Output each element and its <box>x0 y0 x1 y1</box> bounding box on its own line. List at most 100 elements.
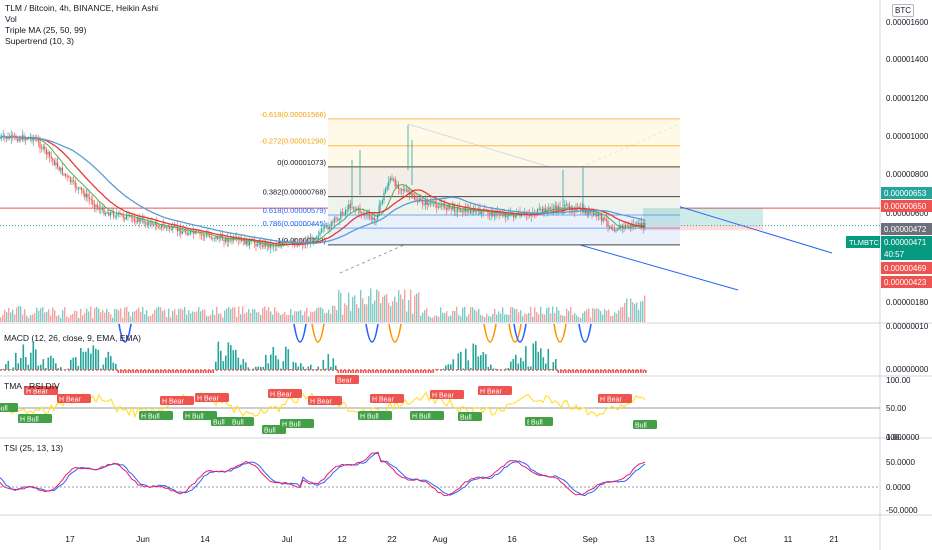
candle-body <box>45 149 47 155</box>
candle-body <box>593 211 595 215</box>
volume-bar <box>416 293 418 322</box>
volume-bar <box>426 307 428 322</box>
volume-bar <box>436 315 438 322</box>
volume-bar <box>402 299 404 322</box>
candle-body <box>157 226 159 228</box>
bull-label-text: H Bull <box>20 417 39 424</box>
volume-bar <box>308 316 310 322</box>
macd-histogram-bar <box>97 349 100 370</box>
volume-bar <box>304 311 306 322</box>
volume-bar <box>520 310 522 322</box>
macd-histogram-bar <box>180 370 182 373</box>
macd-histogram-bar <box>285 346 287 370</box>
candle-body <box>554 205 556 209</box>
candle-body <box>261 245 263 247</box>
tsi-tick-label: 50.0000 <box>886 458 915 467</box>
macd-histogram-bar <box>592 370 595 373</box>
candle-body <box>231 237 233 241</box>
position-loss-zone <box>643 225 763 231</box>
macd-histogram-bar <box>642 370 645 373</box>
volume-bar <box>298 311 300 322</box>
candle-body <box>375 219 377 221</box>
macd-histogram-bar <box>45 367 47 370</box>
volume-bar <box>572 314 574 322</box>
macd-histogram-bar <box>525 346 527 370</box>
volume-bar <box>568 310 570 322</box>
bull-label-box <box>183 411 217 420</box>
candle-body <box>25 138 27 141</box>
candle-body <box>114 216 116 218</box>
time-axis-label: Sep <box>582 534 597 544</box>
candle-body <box>580 207 582 212</box>
volume-bar <box>430 317 432 322</box>
macd-histogram-bar <box>357 370 360 373</box>
volume-bar <box>46 311 48 322</box>
price-tag-box <box>881 262 932 274</box>
volume-bar <box>212 309 214 322</box>
candle-body <box>545 208 547 213</box>
candle-body <box>106 212 108 214</box>
macd-histogram-bar <box>275 355 277 370</box>
symbol-title[interactable]: TLM / Bitcoin, 4h, BINANCE, Heikin Ashi <box>5 3 159 13</box>
price-tick-label: 0.00000180 <box>886 298 929 307</box>
candle-body <box>548 207 550 210</box>
candle-body <box>361 212 363 214</box>
volume-bar <box>276 311 278 322</box>
candle-body <box>338 219 340 221</box>
macd-histogram-bar <box>527 366 530 370</box>
trend-dashed-line[interactable] <box>339 123 681 274</box>
indicator-supertrend[interactable]: Supertrend (10, 3) <box>5 36 74 46</box>
volume-bar <box>92 317 94 322</box>
candle-body <box>469 208 471 214</box>
volume-bar <box>620 307 622 322</box>
macd-signal-swing <box>388 323 402 343</box>
tsi-label[interactable]: TSI (25, 13, 13) <box>4 443 64 453</box>
volume-bar <box>154 309 156 322</box>
candle-body <box>37 139 39 143</box>
fib-level-label: 0.382(0.00000768) <box>263 188 327 197</box>
volume-bar <box>434 315 436 322</box>
candle-body <box>538 208 540 210</box>
candle-body <box>359 208 361 213</box>
candle-body <box>570 209 572 211</box>
volume-bar <box>138 307 140 322</box>
candle-body <box>500 214 502 216</box>
candle-body <box>428 203 430 205</box>
macd-histogram-bar <box>110 356 112 370</box>
candle-body <box>602 217 604 222</box>
volume-bar <box>412 313 414 322</box>
indicator-triple-ma[interactable]: Triple MA (25, 50, 99) <box>5 25 87 35</box>
volume-bar <box>560 314 562 322</box>
macd-histogram-bar <box>597 370 600 373</box>
macd-histogram-bar <box>365 370 367 373</box>
macd-histogram-bar <box>340 370 342 373</box>
volume-bar <box>462 307 464 322</box>
macd-histogram-bar <box>560 370 562 373</box>
price-tag-box <box>881 200 932 212</box>
macd-histogram-bar <box>277 359 280 370</box>
candle-body <box>201 234 203 235</box>
volume-bar <box>504 314 506 322</box>
bear-label-box <box>478 386 512 395</box>
rsi-div-label[interactable]: TMA - RSI DIV <box>4 381 60 391</box>
candle-body <box>177 227 179 232</box>
currency-badge[interactable]: BTC <box>892 4 914 17</box>
candle-body <box>426 200 428 205</box>
candle-body <box>370 216 372 220</box>
macd-histogram-bar <box>15 352 17 370</box>
price-tag-box <box>881 276 932 288</box>
macd-histogram-bar <box>390 370 392 373</box>
bull-label-text: H Bull <box>185 414 204 421</box>
candle-body <box>450 207 452 210</box>
price-tag-box <box>881 236 932 248</box>
time-axis-label: Aug <box>432 534 447 544</box>
volume-bar <box>512 307 514 322</box>
volume-bar <box>74 310 76 322</box>
macd-label[interactable]: MACD (12, 26, close, 9, EMA, EMA) <box>4 333 141 343</box>
volume-bar <box>364 304 366 322</box>
macd-histogram-bar <box>295 362 297 370</box>
indicator-vol[interactable]: Vol <box>5 14 17 24</box>
time-axis-label: 17 <box>65 534 75 544</box>
candle-body <box>36 139 38 141</box>
